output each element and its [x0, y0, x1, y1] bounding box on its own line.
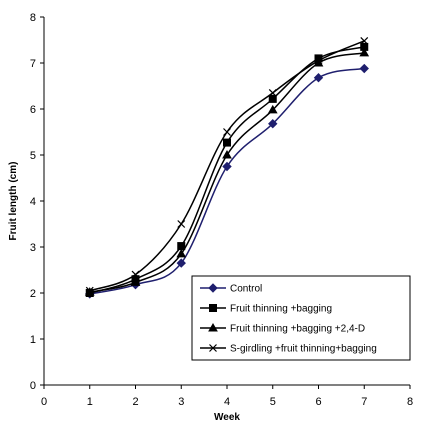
- legend-item: Control: [200, 283, 262, 295]
- x-tick-label: 3: [178, 396, 184, 408]
- y-tick-label: 7: [30, 58, 36, 70]
- data-point: [268, 119, 278, 129]
- data-point: [176, 248, 187, 258]
- legend-box: [191, 275, 411, 361]
- legend-item: S-girdling +fruit thinning+bagging: [200, 344, 377, 355]
- data-point: [268, 88, 277, 97]
- x-tick-label: 2: [132, 396, 138, 408]
- data-point: [359, 47, 370, 57]
- y-axis-ticks: 0 1 2 3 4 5 6 7 8: [30, 12, 44, 392]
- data-point: [177, 220, 186, 228]
- data-point: [208, 322, 218, 332]
- y-tick-label: 5: [30, 150, 36, 162]
- data-point: [223, 128, 231, 136]
- y-tick-label: 3: [30, 242, 36, 254]
- data-point: [359, 63, 369, 74]
- data-point: [209, 344, 217, 352]
- x-axis-title: Week: [214, 412, 240, 423]
- data-point: [313, 73, 324, 83]
- data-point: [176, 258, 186, 268]
- series-line: [89, 67, 365, 295]
- y-tick-label: 0: [30, 380, 36, 392]
- data-point: [222, 149, 232, 159]
- data-point: [177, 242, 186, 251]
- y-tick-label: 6: [30, 104, 36, 116]
- data-point: [130, 277, 141, 286]
- y-tick-label: 2: [30, 288, 36, 300]
- data-point: [131, 270, 140, 279]
- data-point: [222, 161, 232, 172]
- y-axis-title: Fruit length (cm): [8, 162, 19, 241]
- series-3: [84, 47, 370, 296]
- data-point: [85, 286, 94, 295]
- data-point: [267, 104, 278, 114]
- x-tick-label: 6: [315, 396, 321, 408]
- data-point: [268, 94, 277, 103]
- data-point: [209, 304, 217, 312]
- legend: Control Fruit thinning +bagging Fruit thin…: [191, 275, 411, 361]
- legend-item: Fruit thinning +bagging: [200, 304, 332, 315]
- series-layer: [84, 36, 370, 299]
- y-tick-label: 1: [30, 334, 36, 346]
- series-line: [89, 52, 365, 293]
- data-point: [208, 283, 218, 293]
- data-point: [223, 138, 231, 147]
- x-tick-label: 4: [224, 396, 230, 408]
- x-tick-label: 5: [270, 396, 276, 408]
- x-tick-label: 1: [87, 396, 93, 408]
- legend-label: Fruit thinning +bagging +2,4-D: [230, 324, 365, 335]
- x-tick-label: 0: [41, 396, 47, 408]
- legend-label: S-girdling +fruit thinning+bagging: [230, 344, 377, 355]
- legend-item: Fruit thinning +bagging +2,4-D: [200, 322, 365, 335]
- y-tick-label: 4: [30, 196, 36, 208]
- x-axis-ticks: 0 1 2 3 4 5 6 7 8: [41, 385, 413, 408]
- x-tick-label: 7: [361, 396, 367, 408]
- series-4: [85, 36, 369, 295]
- legend-label: Fruit thinning +bagging: [230, 304, 332, 315]
- data-point: [314, 56, 323, 65]
- data-point: [360, 36, 369, 45]
- x-tick-label: 8: [407, 396, 413, 408]
- series-1: [85, 63, 369, 299]
- y-tick-label: 8: [30, 12, 36, 24]
- legend-label: Control: [230, 284, 262, 295]
